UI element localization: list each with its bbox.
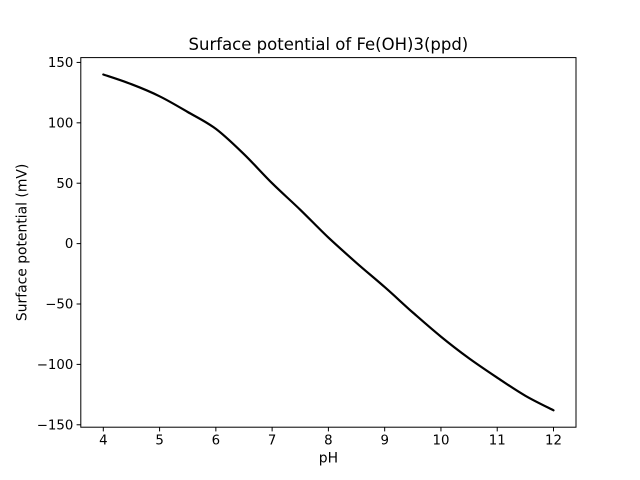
x-axis-label: pH	[319, 451, 338, 467]
x-axis-ticks: 4 5 6 7 8 9 10 11 12	[99, 427, 562, 449]
y-tick-label: −150	[37, 418, 74, 433]
x-tick-label: 11	[489, 434, 506, 449]
y-tick-label: −50	[45, 298, 73, 313]
y-tick-label: 150	[48, 56, 73, 71]
y-axis-ticks: −150 −100 −50 0 50 100 150	[37, 56, 81, 433]
y-tick-label: 50	[56, 177, 73, 192]
chart-title: Surface potential of Fe(OH)3(ppd)	[189, 35, 469, 54]
x-tick-label: 4	[99, 434, 107, 449]
x-tick-label: 10	[432, 434, 449, 449]
x-tick-label: 5	[155, 434, 163, 449]
y-tick-label: 0	[65, 237, 73, 252]
data-curve	[102, 73, 555, 412]
x-tick-label: 8	[324, 434, 332, 449]
axes-spines	[80, 57, 577, 428]
plot-border	[80, 57, 577, 428]
y-tick-label: −100	[37, 358, 74, 373]
x-tick-label: 9	[380, 434, 388, 449]
x-tick-label: 7	[268, 434, 276, 449]
x-tick-label: 6	[212, 434, 220, 449]
x-tick-label: 12	[545, 434, 562, 449]
y-tick-label: 100	[48, 116, 73, 131]
y-axis-label: Surface potential (mV)	[15, 164, 31, 321]
